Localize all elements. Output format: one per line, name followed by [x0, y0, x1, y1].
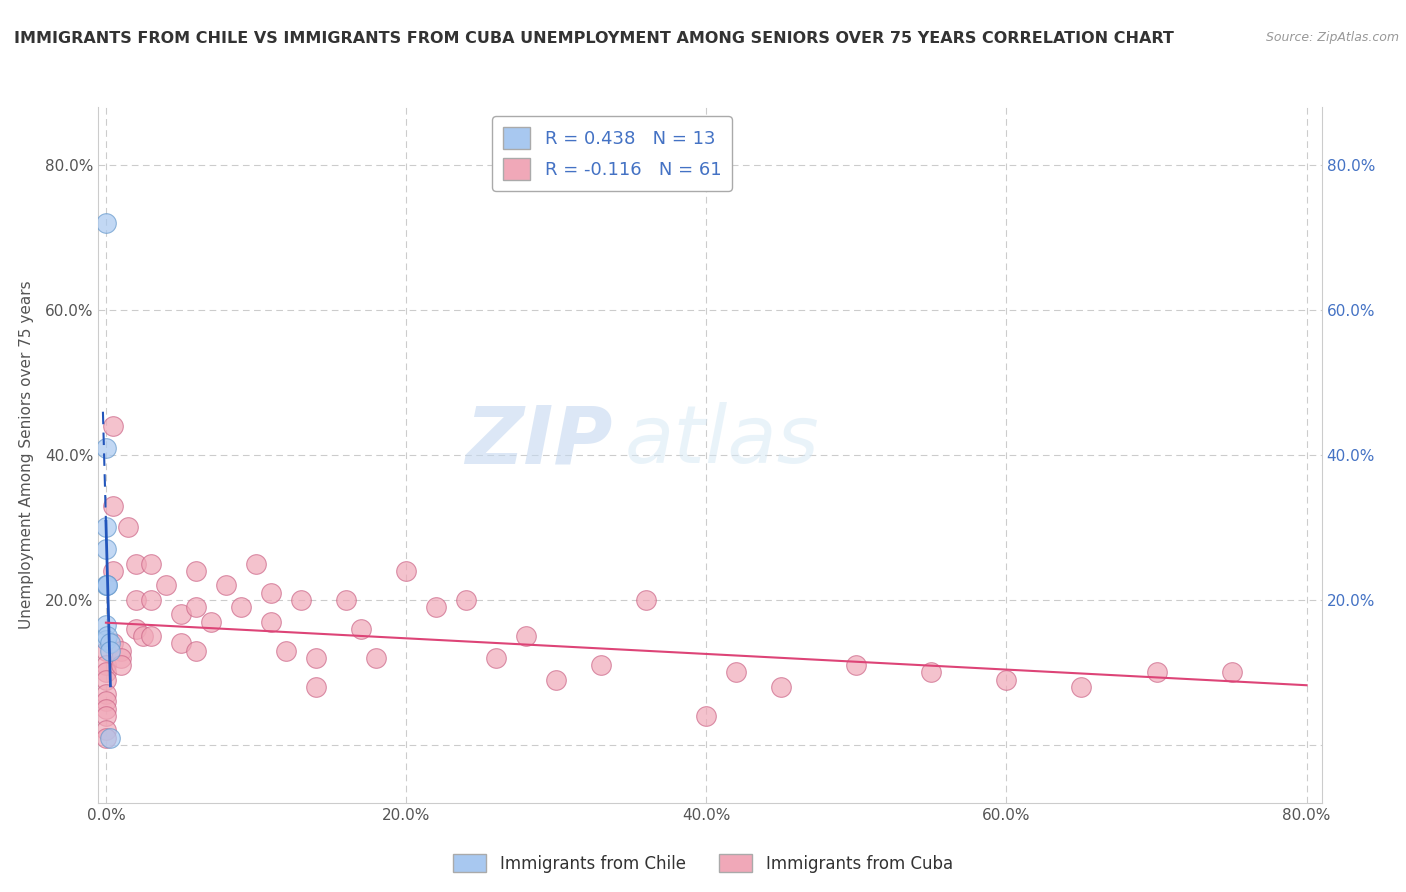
Point [94, 723, 117, 738]
Point [103, 636, 125, 650]
Point [125, 622, 148, 636]
Point [546, 673, 568, 687]
Point [170, 636, 193, 650]
Point [96, 578, 118, 592]
Point [1220, 665, 1243, 680]
Y-axis label: Unemployment Among Seniors over 75 years: Unemployment Among Seniors over 75 years [18, 281, 34, 629]
Point [456, 592, 478, 607]
Point [94, 687, 117, 701]
Legend: Immigrants from Chile, Immigrants from Cuba: Immigrants from Chile, Immigrants from C… [447, 847, 959, 880]
Point [995, 673, 1018, 687]
Point [94, 618, 117, 632]
Point [290, 592, 312, 607]
Point [139, 629, 162, 643]
Point [94, 441, 117, 455]
Point [260, 585, 283, 599]
Point [245, 557, 267, 571]
Point [100, 731, 122, 745]
Point [94, 542, 117, 557]
Point [94, 520, 117, 534]
Point [395, 564, 418, 578]
Point [305, 680, 328, 694]
Point [94, 216, 117, 230]
Point [215, 578, 238, 592]
Text: Source: ZipAtlas.com: Source: ZipAtlas.com [1265, 31, 1399, 45]
Point [125, 557, 148, 571]
Point [170, 607, 193, 622]
Point [100, 643, 122, 657]
Point [200, 615, 222, 629]
Point [845, 658, 868, 673]
Point [350, 622, 373, 636]
Point [100, 636, 122, 650]
Point [94, 701, 117, 715]
Point [636, 592, 658, 607]
Point [229, 600, 252, 615]
Point [184, 643, 207, 657]
Point [94, 632, 117, 647]
Point [425, 600, 447, 615]
Point [110, 651, 132, 665]
Text: ZIP: ZIP [465, 402, 612, 480]
Point [305, 651, 328, 665]
Point [920, 665, 942, 680]
Point [94, 643, 117, 657]
Point [117, 520, 139, 534]
Point [94, 658, 117, 673]
Point [94, 731, 117, 745]
Legend: R = 0.438   N = 13, R = -0.116   N = 61: R = 0.438 N = 13, R = -0.116 N = 61 [492, 116, 733, 191]
Point [1146, 665, 1168, 680]
Point [94, 673, 117, 687]
Point [770, 680, 793, 694]
Point [725, 665, 748, 680]
Point [96, 578, 118, 592]
Text: IMMIGRANTS FROM CHILE VS IMMIGRANTS FROM CUBA UNEMPLOYMENT AMONG SENIORS OVER 75: IMMIGRANTS FROM CHILE VS IMMIGRANTS FROM… [14, 31, 1174, 46]
Point [139, 557, 162, 571]
Point [260, 615, 283, 629]
Point [125, 592, 148, 607]
Point [274, 643, 297, 657]
Point [1070, 680, 1092, 694]
Point [103, 499, 125, 513]
Point [139, 592, 162, 607]
Text: atlas: atlas [624, 402, 820, 480]
Point [184, 564, 207, 578]
Point [184, 600, 207, 615]
Point [96, 629, 118, 643]
Point [94, 694, 117, 708]
Point [94, 665, 117, 680]
Point [364, 651, 387, 665]
Point [155, 578, 177, 592]
Point [132, 629, 155, 643]
Point [110, 643, 132, 657]
Point [485, 651, 508, 665]
Point [94, 578, 117, 592]
Point [94, 708, 117, 723]
Point [515, 629, 537, 643]
Point [103, 564, 125, 578]
Point [591, 658, 613, 673]
Point [335, 592, 357, 607]
Point [695, 708, 717, 723]
Point [110, 658, 132, 673]
Point [103, 419, 125, 434]
